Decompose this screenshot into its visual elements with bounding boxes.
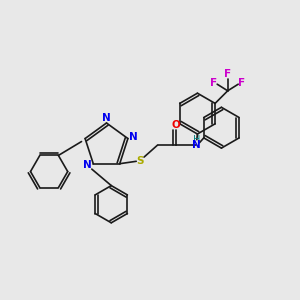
Text: N: N xyxy=(83,160,92,170)
Text: F: F xyxy=(238,78,245,88)
Text: F: F xyxy=(224,69,231,79)
Text: O: O xyxy=(171,120,180,130)
Text: N: N xyxy=(192,140,201,150)
Text: N: N xyxy=(129,132,137,142)
Text: S: S xyxy=(136,156,144,166)
Text: F: F xyxy=(210,78,217,88)
Text: H: H xyxy=(193,135,200,145)
Text: N: N xyxy=(102,113,111,123)
